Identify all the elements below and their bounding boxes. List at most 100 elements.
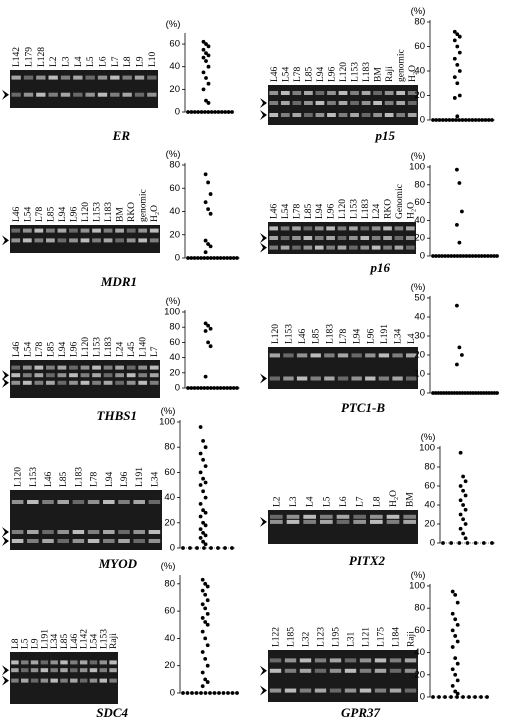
data-dot bbox=[455, 81, 460, 86]
lane-label: L6 bbox=[339, 496, 349, 507]
data-dot bbox=[455, 622, 460, 627]
arrowhead bbox=[260, 516, 267, 527]
lane-label: L5 bbox=[21, 638, 31, 649]
data-dot bbox=[198, 514, 203, 519]
gel-band bbox=[57, 539, 69, 543]
y-tick-label: 40 bbox=[424, 500, 435, 511]
arrowhead bbox=[2, 675, 9, 686]
data-dot bbox=[495, 254, 499, 258]
gel-band bbox=[85, 92, 95, 97]
gel-band bbox=[126, 373, 136, 378]
lane-label: L85 bbox=[46, 206, 56, 222]
data-dot bbox=[223, 546, 227, 550]
gel-band bbox=[314, 668, 327, 673]
data-dot bbox=[203, 533, 208, 538]
gel-band bbox=[118, 500, 130, 504]
gel-band bbox=[69, 365, 78, 370]
gel-band bbox=[11, 539, 24, 543]
gel-band bbox=[371, 245, 381, 250]
axis-unit: (%) bbox=[161, 406, 176, 417]
gel-band bbox=[280, 91, 290, 95]
y-tick-label: 80 bbox=[164, 442, 175, 453]
data-dot bbox=[467, 118, 471, 122]
lane-label: L46 bbox=[270, 66, 280, 82]
data-dot bbox=[203, 656, 208, 661]
gel-band bbox=[103, 380, 113, 385]
data-dot bbox=[452, 96, 457, 100]
data-dot bbox=[204, 59, 208, 63]
gel-band bbox=[27, 530, 39, 534]
gel-band bbox=[148, 539, 161, 543]
gel-band bbox=[304, 113, 313, 117]
data-dot bbox=[201, 539, 206, 544]
lane-label: L183 bbox=[361, 199, 371, 219]
data-dot bbox=[203, 480, 208, 485]
data-dot bbox=[455, 600, 460, 605]
y-tick-label: 0 bbox=[175, 107, 180, 118]
data-dot bbox=[490, 541, 494, 545]
y-tick-label: 10 bbox=[414, 369, 425, 380]
lane-label: Raji bbox=[407, 631, 417, 647]
data-dot bbox=[457, 541, 462, 545]
gel-band bbox=[60, 678, 68, 683]
data-dot bbox=[453, 656, 458, 661]
data-dot bbox=[457, 240, 462, 245]
data-dot bbox=[473, 695, 477, 699]
y-tick-label: 80 bbox=[169, 322, 180, 333]
data-dot bbox=[201, 47, 206, 52]
y-tick-label: 100 bbox=[159, 417, 175, 428]
gel-band bbox=[133, 530, 145, 534]
gel-band bbox=[22, 228, 32, 233]
data-dot bbox=[206, 101, 211, 105]
gel-band bbox=[280, 113, 290, 117]
data-dot bbox=[201, 520, 206, 525]
gel-image bbox=[10, 70, 158, 108]
gel-band bbox=[269, 376, 280, 381]
lane-label: L9 bbox=[136, 56, 146, 67]
gel-band bbox=[22, 373, 32, 378]
gel-band bbox=[324, 376, 335, 381]
lane-label: L153 bbox=[351, 62, 361, 82]
y-tick-label: 20 bbox=[164, 660, 175, 671]
arrowhead bbox=[260, 242, 267, 253]
y-tick-label: 0 bbox=[420, 251, 425, 262]
lane-label: L3 bbox=[62, 56, 72, 67]
gel-band bbox=[344, 688, 357, 693]
y-tick-label: 0 bbox=[420, 115, 425, 126]
data-dot bbox=[467, 695, 471, 699]
gel-band bbox=[134, 92, 145, 97]
data-dot bbox=[460, 391, 465, 395]
y-tick-label: 20 bbox=[164, 517, 175, 528]
gel-band bbox=[103, 238, 113, 243]
lane-label: L96 bbox=[327, 66, 337, 82]
gel-band bbox=[30, 678, 39, 683]
data-dot bbox=[230, 546, 234, 550]
data-dot bbox=[455, 695, 459, 699]
data-dot bbox=[201, 70, 206, 75]
lane-label: L153 bbox=[349, 199, 359, 219]
lane-label: L121 bbox=[362, 627, 372, 647]
gel-image bbox=[268, 650, 418, 702]
data-dot bbox=[457, 391, 462, 395]
data-dot bbox=[209, 546, 213, 550]
lane-label: L4 bbox=[74, 56, 84, 67]
data-dot bbox=[449, 541, 454, 545]
y-tick-label: 100 bbox=[419, 443, 435, 454]
data-dot bbox=[205, 584, 210, 589]
data-dot bbox=[190, 691, 194, 695]
data-dot bbox=[450, 684, 455, 688]
gel-band bbox=[46, 373, 55, 378]
gel-band bbox=[359, 658, 372, 663]
arrowhead bbox=[2, 235, 9, 246]
lane-label: L96 bbox=[69, 206, 79, 222]
lane-label: L191 bbox=[135, 467, 145, 487]
lane-label: L54 bbox=[281, 66, 291, 82]
axis-unit: (%) bbox=[411, 570, 426, 581]
data-dot bbox=[489, 254, 493, 258]
gel-band bbox=[338, 113, 348, 117]
gel-band bbox=[79, 668, 88, 673]
data-dot bbox=[231, 256, 236, 260]
gel-band bbox=[57, 365, 67, 370]
gel-band bbox=[350, 91, 359, 95]
axis-unit: (%) bbox=[411, 6, 426, 17]
